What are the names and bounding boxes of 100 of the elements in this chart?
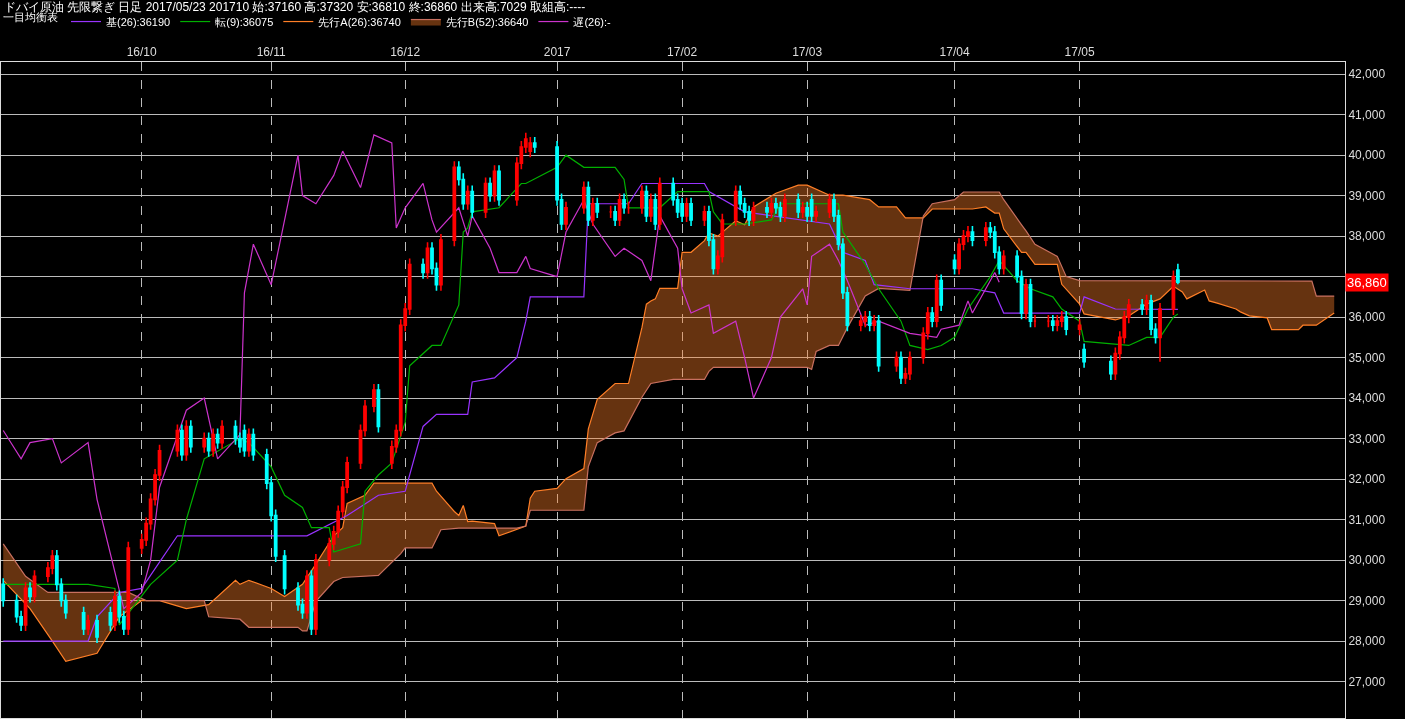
x-tick-label: 16/10 [126, 45, 158, 60]
candlestick [644, 184, 649, 223]
candlestick [95, 613, 99, 644]
x-tick-label: 16/11 [256, 45, 287, 60]
y-tick-label: 41,000 [1348, 107, 1386, 122]
candlestick [1055, 314, 1060, 333]
candlestick [1175, 262, 1180, 286]
candlestick [814, 204, 818, 223]
candlestick [497, 164, 501, 207]
candlestick [532, 136, 537, 154]
candlestick [778, 200, 783, 223]
y-tick-label: 35,000 [1348, 350, 1386, 365]
candlestick [202, 431, 207, 454]
candlestick [211, 427, 216, 458]
candlestick [220, 419, 224, 450]
candlestick [581, 180, 586, 215]
candlestick [372, 383, 376, 414]
candlestick [251, 427, 256, 462]
candlestick [184, 419, 189, 462]
candlestick [1140, 298, 1145, 316]
candlestick [488, 176, 492, 203]
candlestick [1108, 354, 1113, 381]
y-tick-label: 33,000 [1348, 431, 1386, 446]
candlestick [1158, 302, 1162, 363]
candlestick [765, 200, 769, 219]
y-tick-label: 38,000 [1348, 229, 1386, 244]
legend-label: 基(26):36190 [106, 15, 171, 28]
candlestick [586, 180, 591, 227]
text: 36,860 [1347, 275, 1387, 290]
candlestick [939, 273, 944, 312]
candlestick [1, 577, 6, 608]
candlestick [782, 192, 787, 223]
legend-label: 転(9):36075 [215, 15, 274, 28]
candlestick [876, 314, 881, 373]
candlestick [657, 176, 662, 231]
line-series [2, 134, 1000, 610]
candlestick [215, 427, 220, 450]
candlestick [1046, 314, 1051, 329]
legend-label: 先行B(52):36640 [445, 15, 529, 28]
candlestick [590, 196, 595, 227]
x-tick-label: 17/04 [939, 45, 970, 60]
candlestick [622, 192, 626, 215]
candlestick [188, 419, 193, 454]
candlestick [1082, 342, 1086, 369]
candlestick [313, 553, 318, 636]
candlestick [640, 184, 644, 215]
candlestick [465, 184, 470, 211]
candlestick [1001, 249, 1006, 276]
candlestick [206, 431, 211, 458]
candlestick [81, 605, 86, 636]
candlestick [983, 221, 988, 248]
candlestick [1059, 310, 1064, 329]
candlestick [626, 200, 631, 215]
y-tick-label: 36,000 [1348, 310, 1386, 325]
candlestick [899, 350, 903, 385]
candlestick [648, 192, 653, 223]
candlestick [126, 541, 131, 636]
candlestick [179, 423, 184, 462]
candlestick [689, 196, 693, 227]
candlestick [908, 350, 912, 381]
candlestick [800, 200, 805, 219]
candlestick [1077, 318, 1082, 337]
candlestick [1024, 277, 1028, 320]
candlestick [680, 196, 685, 223]
candlestick [1050, 314, 1055, 333]
candlestick [305, 569, 309, 620]
y-tick-label: 40,000 [1348, 148, 1386, 163]
candlestick [613, 204, 618, 227]
y-tick-label: 39,000 [1348, 188, 1386, 203]
candlestick [872, 314, 877, 333]
y-tick-label: 32,000 [1348, 472, 1386, 487]
y-tick-label: 27,000 [1348, 674, 1386, 689]
candlestick [86, 613, 90, 636]
candlestick [733, 184, 738, 227]
y-tick-label: 29,000 [1348, 593, 1386, 608]
y-tick-label: 30,000 [1348, 553, 1386, 568]
candlestick [452, 160, 457, 248]
x-tick-label: 17/05 [1064, 45, 1095, 60]
candlestick [1064, 310, 1069, 337]
candlestick [867, 310, 872, 333]
candlestick [1033, 314, 1037, 329]
candlestick [809, 192, 814, 223]
candlestick [113, 589, 117, 632]
candlestick [595, 196, 600, 219]
candlestick [470, 184, 475, 219]
candlestick [282, 549, 287, 596]
y-tick-label: 34,000 [1348, 391, 1386, 406]
candlestick [863, 310, 868, 329]
candlestick [934, 273, 939, 329]
legend-label: 遅(26):- [573, 15, 612, 28]
x-tick-label: 16/12 [390, 45, 421, 60]
y-tick-label: 28,000 [1348, 634, 1386, 649]
candlestick [858, 314, 863, 333]
y-tick-label: 42,000 [1348, 67, 1386, 82]
y-tick-label: 31,000 [1348, 512, 1386, 527]
candlestick [608, 204, 613, 219]
candlestick [653, 192, 658, 231]
x-tick-label: 17/02 [667, 45, 698, 60]
x-tick-label: 17/03 [792, 45, 823, 60]
x-tick-label: 2017 [543, 45, 571, 60]
